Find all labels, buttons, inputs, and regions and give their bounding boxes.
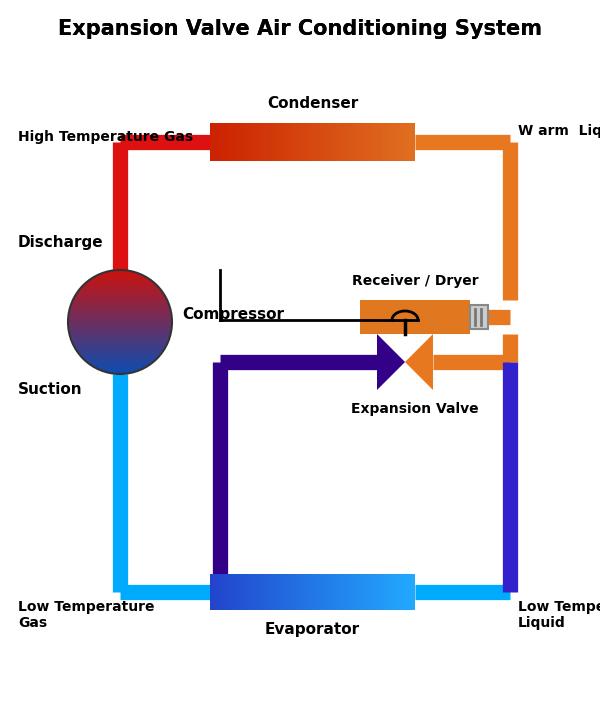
Text: Compressor: Compressor — [182, 307, 284, 322]
Text: Discharge: Discharge — [18, 235, 104, 250]
Text: Condenser: Condenser — [267, 96, 358, 111]
Bar — [470, 305, 488, 329]
Text: Low Temperature
Liquid: Low Temperature Liquid — [518, 600, 600, 630]
Text: Expansion Valve Air Conditioning System: Expansion Valve Air Conditioning System — [58, 19, 542, 39]
Text: Low Temperature
Gas: Low Temperature Gas — [18, 600, 155, 630]
Text: High Temperature Gas: High Temperature Gas — [18, 130, 193, 144]
Text: Evaporator: Evaporator — [265, 622, 360, 637]
Text: Suction: Suction — [18, 382, 83, 397]
Text: Receiver / Dryer: Receiver / Dryer — [352, 274, 478, 288]
Text: Expansion Valve: Expansion Valve — [351, 402, 479, 416]
Polygon shape — [377, 334, 405, 390]
Text: W arm  Liquid: W arm Liquid — [518, 124, 600, 138]
Polygon shape — [405, 334, 433, 390]
Text: Expansion Valve Air Conditioning System: Expansion Valve Air Conditioning System — [58, 19, 542, 39]
